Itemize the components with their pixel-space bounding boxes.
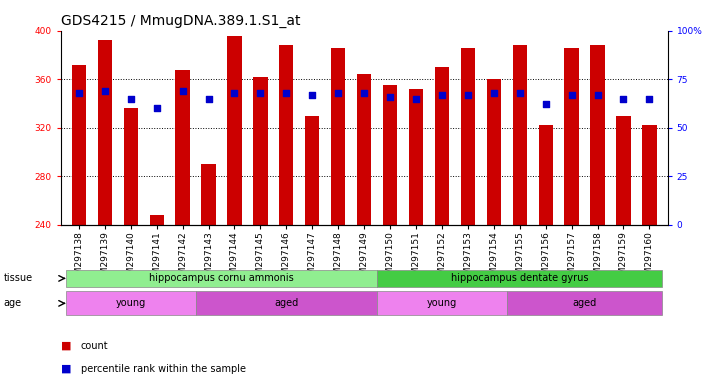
Bar [643,125,657,225]
Bar [124,108,138,225]
Point [203,96,214,102]
Bar [377,270,663,287]
Text: hippocampus cornu ammonis: hippocampus cornu ammonis [149,273,294,283]
Text: hippocampus dentate gyrus: hippocampus dentate gyrus [451,273,588,283]
Point [411,96,422,102]
Point [151,105,162,111]
Bar [461,48,475,225]
Point [306,92,318,98]
Point [255,90,266,96]
Bar [196,291,377,316]
Bar [279,45,293,225]
Bar [149,215,164,225]
Bar [227,36,241,225]
Bar [176,70,190,225]
Bar [201,164,216,225]
Bar [487,79,501,225]
Point [644,96,655,102]
Text: ■: ■ [61,341,71,351]
Bar [513,45,527,225]
Text: tissue: tissue [4,273,33,283]
Bar [98,40,112,225]
Point [99,88,111,94]
Text: young: young [427,298,457,308]
Bar [305,116,319,225]
Text: GDS4215 / MmugDNA.389.1.S1_at: GDS4215 / MmugDNA.389.1.S1_at [61,14,300,28]
Point [462,92,473,98]
Text: ■: ■ [61,364,71,374]
Point [281,90,292,96]
Point [514,90,526,96]
Text: age: age [4,298,21,308]
Point [384,94,396,100]
Bar [71,65,86,225]
Text: aged: aged [274,298,298,308]
Point [540,101,551,108]
Text: percentile rank within the sample: percentile rank within the sample [81,364,246,374]
Bar [565,48,579,225]
Point [177,88,188,94]
Point [333,90,344,96]
Text: young: young [116,298,146,308]
Bar [538,125,553,225]
Point [592,92,603,98]
Point [125,96,136,102]
Point [228,90,240,96]
Bar [435,67,449,225]
Point [436,92,448,98]
Point [566,92,578,98]
Bar [377,291,507,316]
Point [73,90,84,96]
Bar [507,291,663,316]
Bar [331,48,346,225]
Text: count: count [81,341,109,351]
Bar [66,270,377,287]
Bar [357,74,371,225]
Point [358,90,370,96]
Text: aged: aged [573,298,597,308]
Bar [383,85,397,225]
Bar [66,291,196,316]
Bar [409,89,423,225]
Point [488,90,500,96]
Bar [253,77,268,225]
Bar [616,116,630,225]
Bar [590,45,605,225]
Point [618,96,629,102]
